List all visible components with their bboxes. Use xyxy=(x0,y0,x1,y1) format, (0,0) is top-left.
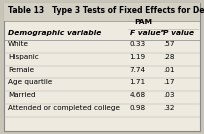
FancyBboxPatch shape xyxy=(4,3,200,21)
Text: Hispanic: Hispanic xyxy=(8,54,39,60)
Text: Female: Female xyxy=(8,67,34,73)
Text: .03: .03 xyxy=(163,92,175,98)
Text: Age quartile: Age quartile xyxy=(8,79,53,85)
Text: .32: .32 xyxy=(163,105,175,111)
Text: .17: .17 xyxy=(163,79,175,85)
Text: 1.19: 1.19 xyxy=(130,54,146,60)
Text: Married: Married xyxy=(8,92,36,98)
Text: .57: .57 xyxy=(163,41,175,47)
Text: 1.71: 1.71 xyxy=(130,79,146,85)
Text: Demographic variable: Demographic variable xyxy=(8,30,102,36)
Text: 7.74: 7.74 xyxy=(130,67,146,73)
FancyBboxPatch shape xyxy=(4,3,200,131)
Text: 0.98: 0.98 xyxy=(130,105,146,111)
Text: PAM: PAM xyxy=(134,19,152,25)
Text: 0.33: 0.33 xyxy=(130,41,146,47)
Text: F valueᵃ: F valueᵃ xyxy=(130,30,164,36)
Text: White: White xyxy=(8,41,29,47)
Text: Attended or completed college: Attended or completed college xyxy=(8,105,120,111)
Text: .28: .28 xyxy=(163,54,175,60)
Text: Table 13   Type 3 Tests of Fixed Effects for Demographic Va: Table 13 Type 3 Tests of Fixed Effects f… xyxy=(8,6,204,15)
Text: P value: P value xyxy=(163,30,194,36)
Text: 4.68: 4.68 xyxy=(130,92,146,98)
Text: .01: .01 xyxy=(163,67,175,73)
